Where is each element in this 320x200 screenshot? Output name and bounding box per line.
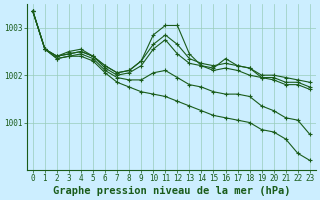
X-axis label: Graphe pression niveau de la mer (hPa): Graphe pression niveau de la mer (hPa) <box>52 186 290 196</box>
